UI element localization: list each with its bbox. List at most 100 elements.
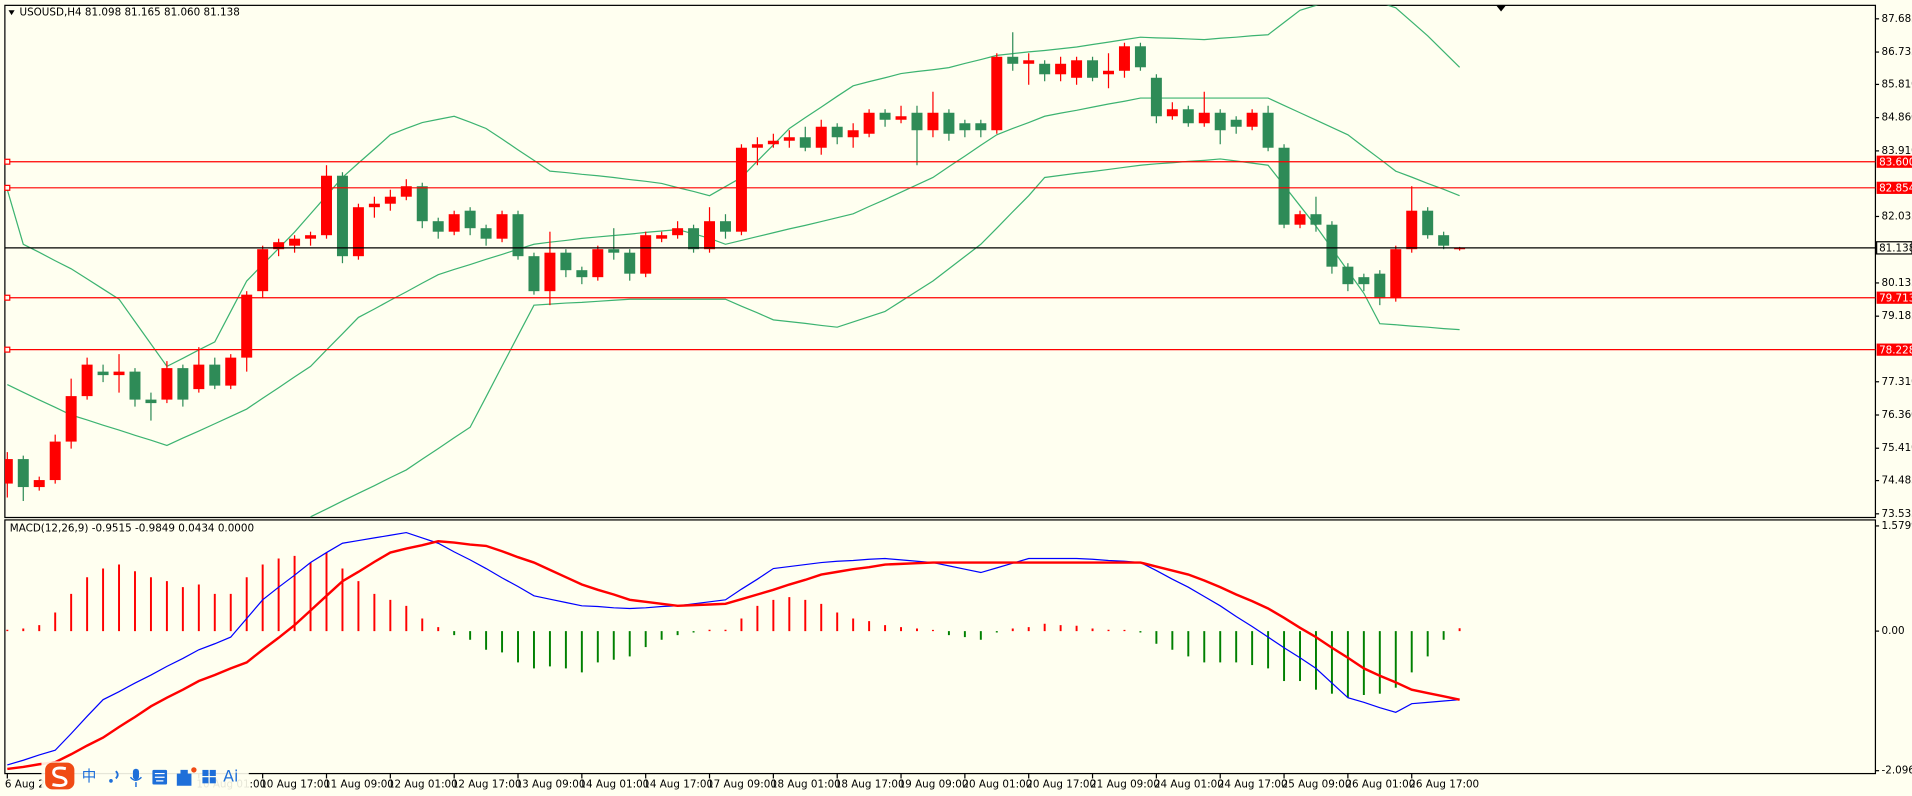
ime-toolbar[interactable]: 中 Ai xyxy=(41,761,249,794)
candle-body xyxy=(1055,63,1067,75)
y-tick-label: 79.185 xyxy=(1882,310,1912,322)
y-tick-label: 77.310 xyxy=(1882,376,1912,388)
main-panel xyxy=(4,4,1877,519)
candle-body xyxy=(65,396,77,442)
candle-body xyxy=(1103,70,1114,75)
candle-body xyxy=(879,112,891,120)
candle-body xyxy=(321,175,332,236)
shift-marker xyxy=(1496,5,1506,12)
candle-body xyxy=(1406,210,1418,250)
candle-body xyxy=(1198,112,1210,124)
candle-body xyxy=(1134,46,1146,68)
candle-body xyxy=(592,249,604,278)
toolbar-shirt[interactable] xyxy=(176,769,192,786)
candle-body xyxy=(1039,63,1051,75)
candle-body xyxy=(81,364,93,397)
candle-body xyxy=(815,126,827,148)
candle-body xyxy=(1118,46,1130,71)
candle-body xyxy=(1390,249,1402,299)
y-tick-label: 74.485 xyxy=(1882,475,1912,487)
toolbar-grid1[interactable] xyxy=(202,769,209,777)
x-tick-label: 26 Aug 17:00 xyxy=(1409,779,1479,791)
candle-body xyxy=(831,126,843,138)
candle-body xyxy=(1087,60,1099,78)
candle-body xyxy=(735,147,747,232)
candle-body xyxy=(1262,112,1274,148)
candle-body xyxy=(49,441,61,481)
candle-body xyxy=(416,186,428,222)
x-tick-label: 11 Aug 09:00 xyxy=(324,779,394,791)
candle-body xyxy=(384,196,396,204)
toolbar-grid2 xyxy=(209,769,216,777)
candle-body xyxy=(1326,224,1338,267)
main-plot xyxy=(4,5,1876,518)
level-label-bg xyxy=(1876,181,1912,194)
menu-arrow[interactable] xyxy=(8,10,15,16)
indicator-line xyxy=(7,97,1460,447)
macd-title: MACD(12,26,9) -0.9515 -0.9849 0.0434 0.0… xyxy=(10,522,254,534)
candle-body xyxy=(225,357,237,386)
indicator-line xyxy=(310,158,1460,518)
x-tick-label: 18 Aug 17:00 xyxy=(835,779,905,791)
x-tick-label: 17 Aug 09:00 xyxy=(707,779,777,791)
candle-body xyxy=(799,137,811,148)
toolbar-dot xyxy=(191,767,197,773)
y-tick-label: 80.135 xyxy=(1882,277,1912,289)
toolbar-ai[interactable]: Ai xyxy=(223,767,238,786)
candle-body xyxy=(145,399,157,404)
y-tick-label: 87.685 xyxy=(1882,13,1912,25)
toolbar-mic-stand xyxy=(129,776,142,787)
toolbar-punct[interactable] xyxy=(109,779,113,783)
chart-title: USOUSD,H4 81.098 81.165 81.060 81.138 xyxy=(20,7,240,19)
y-tick-label: 82.035 xyxy=(1882,210,1912,222)
candle-body xyxy=(448,214,460,232)
level-label: 83.600 xyxy=(1879,156,1912,168)
candle-body xyxy=(751,144,763,148)
candle-body xyxy=(1278,147,1290,225)
candle-body xyxy=(257,249,269,292)
candle-body xyxy=(656,235,668,239)
level-label-bg xyxy=(1876,291,1912,304)
candle-body xyxy=(352,207,364,257)
y-tick-label: 76.360 xyxy=(1882,409,1912,421)
x-tick-label: 25 Aug 09:00 xyxy=(1282,779,1352,791)
level-anchor xyxy=(4,158,11,165)
candle-body xyxy=(1454,247,1466,250)
candle-body xyxy=(1007,56,1019,64)
candle-body xyxy=(640,235,652,274)
candle-body xyxy=(1422,210,1434,236)
candle-body xyxy=(4,459,13,484)
candle-body xyxy=(704,221,716,250)
level-label-bg xyxy=(1876,155,1912,168)
x-tick-label: 18 Aug 01:00 xyxy=(771,779,841,791)
candle-body xyxy=(1246,112,1258,127)
candle-body xyxy=(608,249,620,253)
logo-glyph xyxy=(52,766,68,787)
candle-body xyxy=(113,371,125,376)
candle-body xyxy=(400,186,412,197)
candle-body xyxy=(672,228,684,236)
candle-body xyxy=(209,364,221,386)
candle-body xyxy=(991,56,1003,131)
y-tick-label: 84.860 xyxy=(1882,112,1912,124)
toolbar-lang[interactable]: 中 xyxy=(82,768,97,785)
toolbar-keys xyxy=(154,772,165,782)
candle-body xyxy=(17,459,29,488)
candle-body xyxy=(927,112,939,131)
y-tick-label: 0.00 xyxy=(1882,625,1905,637)
candle-body xyxy=(273,242,285,250)
candle-body xyxy=(975,123,987,131)
x-tick-label: 26 Aug 01:00 xyxy=(1345,779,1415,791)
indicator-line xyxy=(7,531,1460,766)
candle-body xyxy=(1230,119,1242,127)
candle-body xyxy=(1182,109,1194,124)
candle-body xyxy=(432,221,444,232)
toolbar-mic[interactable] xyxy=(132,768,140,780)
candle-body xyxy=(1342,266,1354,285)
x-tick-label: 20 Aug 01:00 xyxy=(962,779,1032,791)
candle-body xyxy=(767,140,779,145)
y-tick-label: 1.5799 xyxy=(1882,520,1912,532)
indicator-line xyxy=(7,540,1460,771)
candle-body xyxy=(1310,214,1322,225)
